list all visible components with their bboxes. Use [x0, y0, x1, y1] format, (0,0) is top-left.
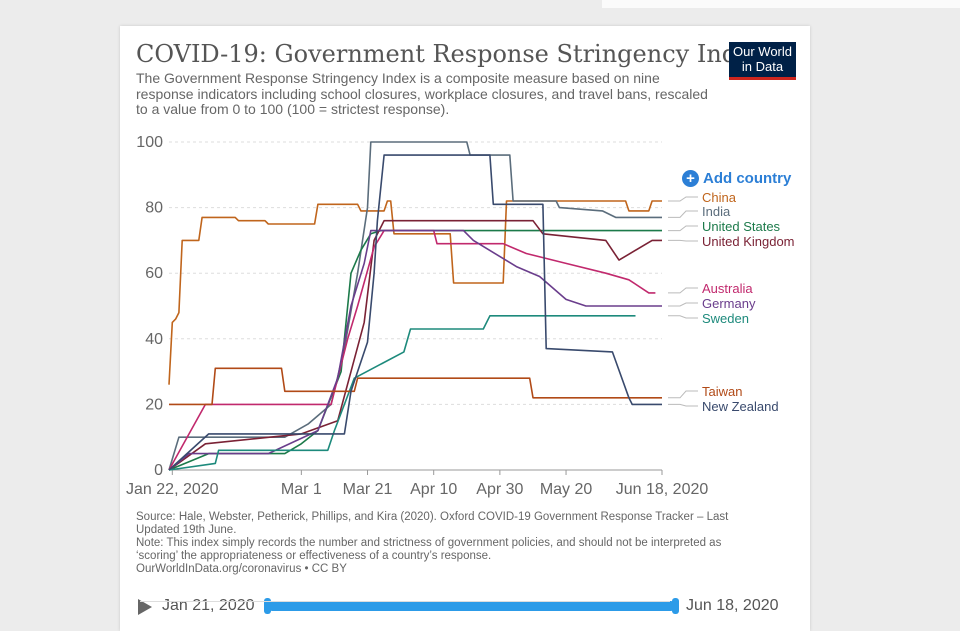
legend-connector — [668, 315, 698, 319]
play-icon[interactable] — [138, 599, 152, 615]
legend-connector — [668, 287, 698, 294]
chart-card: COVID-19: Government Response Stringency… — [120, 26, 810, 631]
series-line — [168, 200, 662, 385]
source-line: Updated 19th June. — [136, 524, 237, 536]
divider — [140, 601, 670, 602]
legend-label: New Zealand — [702, 399, 779, 414]
legend-connector — [668, 210, 698, 218]
x-tick-label: May 20 — [540, 481, 593, 498]
series-line — [168, 141, 662, 471]
add-country-label: Add country — [703, 170, 792, 187]
timeline-start-date: Jan 21, 2020 — [162, 597, 255, 614]
x-tick-label: Jun 18, 2020 — [616, 481, 709, 498]
note-line: Note: This index simply records the numb… — [136, 537, 722, 549]
series-line — [168, 219, 662, 471]
y-tick-label: 40 — [145, 331, 163, 348]
timeline-end-handle[interactable] — [672, 598, 679, 614]
legend-label: China — [702, 190, 737, 205]
x-tick-label: Mar 1 — [281, 481, 322, 498]
x-tick-label: Apr 30 — [476, 481, 523, 498]
y-tick-label: 0 — [154, 462, 163, 479]
legend-connector — [668, 196, 698, 202]
legend-label: Sweden — [702, 311, 749, 326]
owid-logo[interactable]: Our World in Data — [729, 42, 796, 80]
legend-connector — [668, 239, 698, 242]
series-line — [168, 229, 662, 471]
legend-connector — [668, 225, 698, 232]
timeline-start-handle[interactable] — [264, 598, 271, 614]
source-line: Source: Hale, Webster, Petherick, Philli… — [136, 511, 729, 523]
url-line: OurWorldInData.org/coronavirus • CC BY — [136, 563, 347, 575]
add-country-button[interactable]: + Add country — [682, 170, 791, 187]
legend-label: United Kingdom — [702, 234, 795, 249]
plus-circle-icon: + — [682, 170, 699, 187]
chart-title: COVID-19: Government Response Stringency… — [136, 40, 765, 68]
legend-connector — [668, 302, 698, 307]
timeline-controls: Jan 21, 2020 Jun 18, 2020 — [136, 594, 796, 620]
x-tick-label: Apr 10 — [410, 481, 457, 498]
chart-subtitle: The Government Response Stringency Index… — [136, 70, 708, 117]
legend-connector — [668, 403, 698, 407]
source-notes: Source: Hale, Webster, Petherick, Philli… — [136, 511, 776, 576]
y-tick-label: 60 — [145, 265, 163, 282]
legend-label: Germany — [702, 296, 756, 311]
logo-line-1: Our World — [733, 44, 792, 59]
series-line — [169, 367, 662, 406]
x-tick-label: Jan 22, 2020 — [126, 481, 219, 498]
y-tick-label: 20 — [145, 396, 163, 413]
timeline-end-date: Jun 18, 2020 — [686, 597, 779, 614]
background-strip — [602, 0, 960, 8]
x-tick-label: Mar 21 — [343, 481, 393, 498]
y-tick-label: 100 — [136, 134, 163, 151]
legend-label: United States — [702, 219, 781, 234]
legend-label: India — [702, 204, 731, 219]
legend-label: Australia — [702, 281, 753, 296]
logo-line-2: in Data — [741, 59, 784, 74]
note-line: ‘scoring’ the appropriateness or effecti… — [136, 550, 492, 562]
series-line — [168, 154, 662, 471]
legend-label: Taiwan — [702, 384, 742, 399]
chart-plot: 0 20 40 60 80 100 Jan 22, 2020 Mar 1 Mar 21 Apr 1… — [126, 134, 795, 498]
legend-connector — [668, 390, 698, 399]
y-tick-label: 80 — [145, 200, 163, 217]
timeline-track[interactable] — [264, 598, 679, 614]
